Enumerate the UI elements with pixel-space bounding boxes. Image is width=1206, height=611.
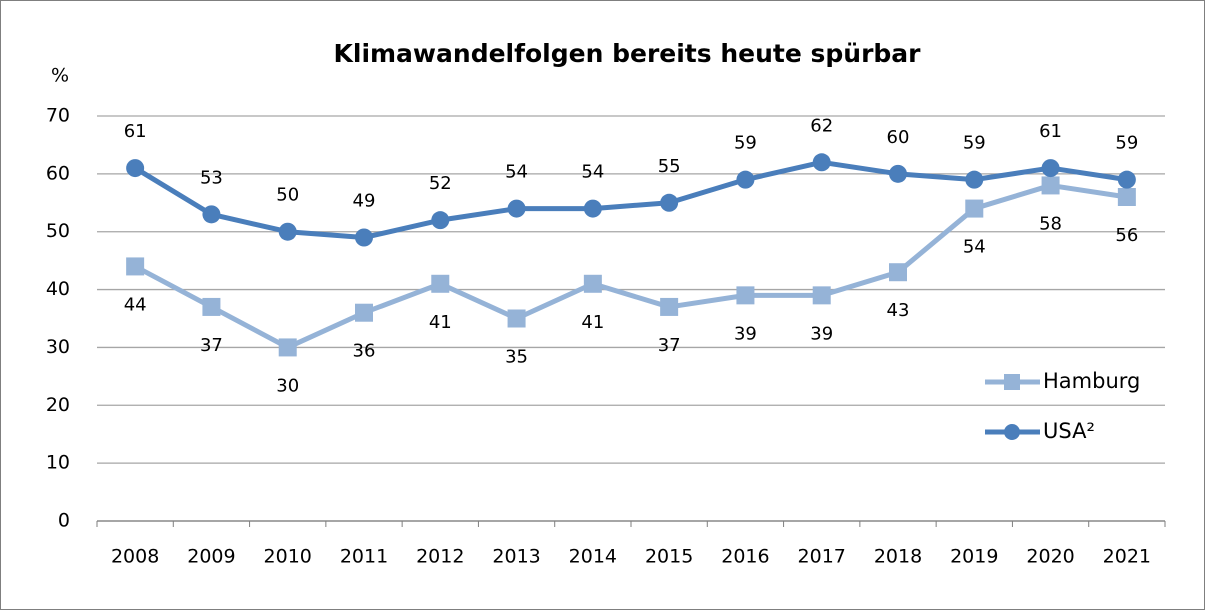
x-tick-label: 2019	[950, 546, 998, 568]
legend-marker	[1004, 374, 1020, 390]
data-point	[126, 159, 145, 178]
data-label: 39	[810, 323, 833, 344]
data-point	[736, 286, 755, 305]
data-label: 44	[124, 294, 147, 315]
data-label: 62	[810, 115, 833, 136]
x-tick-label: 2009	[187, 546, 235, 568]
data-point	[889, 263, 907, 282]
data-label: 59	[1115, 133, 1138, 154]
data-label: 41	[429, 312, 452, 333]
x-tick-label: 2021	[1103, 546, 1151, 568]
y-axis-label: %	[51, 65, 69, 87]
data-point	[431, 211, 450, 230]
data-label: 55	[658, 156, 681, 177]
data-point	[660, 193, 679, 212]
x-tick-label: 2013	[492, 546, 540, 568]
y-tick-label: 70	[46, 105, 70, 127]
x-tick-label: 2018	[874, 546, 922, 568]
data-label: 61	[1039, 121, 1062, 142]
data-label: 59	[734, 133, 757, 154]
y-tick-label: 0	[58, 510, 70, 532]
data-point	[355, 228, 373, 247]
data-point	[507, 309, 526, 328]
data-label: 53	[200, 167, 223, 188]
data-label: 61	[124, 121, 147, 142]
y-tick-label: 60	[46, 162, 70, 184]
data-point	[202, 205, 221, 224]
data-label: 54	[505, 162, 528, 183]
data-point	[1041, 176, 1060, 195]
y-tick-label: 30	[46, 336, 70, 358]
data-point	[812, 153, 831, 172]
x-tick-label: 2011	[340, 546, 388, 568]
data-point	[1041, 159, 1060, 178]
data-point	[583, 199, 602, 218]
series-line	[133, 159, 1128, 240]
x-tick-label: 2010	[264, 546, 312, 568]
data-point	[278, 222, 297, 241]
x-tick-label: 2014	[569, 546, 617, 568]
y-tick-label: 10	[46, 452, 70, 474]
data-point	[889, 164, 907, 183]
data-point	[1117, 170, 1136, 189]
data-point	[660, 297, 679, 316]
data-label: 41	[581, 312, 604, 333]
x-tick-label: 2016	[721, 546, 769, 568]
data-point	[507, 199, 526, 218]
y-tick-label: 20	[46, 394, 70, 416]
data-label: 49	[353, 191, 376, 212]
legend-marker	[1004, 424, 1020, 440]
x-tick-label: 2015	[645, 546, 693, 568]
data-label: 58	[1039, 213, 1062, 234]
data-point	[583, 274, 602, 293]
data-label: 59	[963, 133, 986, 154]
series-line	[133, 182, 1128, 350]
data-label: 39	[734, 323, 757, 344]
data-label: 35	[505, 347, 528, 368]
data-point	[965, 199, 984, 218]
data-label: 30	[276, 375, 299, 396]
data-label: 36	[353, 341, 376, 362]
x-tick-label: 2008	[111, 546, 159, 568]
data-label: 54	[581, 162, 604, 183]
chart-title: Klimawandelfolgen bereits heute spürbar	[334, 39, 922, 68]
data-point	[126, 257, 145, 276]
data-label: 37	[200, 335, 223, 356]
data-point	[965, 170, 984, 189]
data-point	[278, 338, 297, 357]
data-label: 52	[429, 173, 452, 194]
data-label: 54	[963, 237, 986, 258]
data-point	[431, 274, 450, 293]
data-point	[1117, 188, 1136, 206]
data-label: 56	[1115, 225, 1138, 246]
x-tick-label: 2017	[798, 546, 846, 568]
data-point	[812, 286, 831, 305]
data-point	[202, 297, 221, 316]
data-label: 37	[658, 335, 681, 356]
data-point	[355, 303, 373, 322]
y-tick-label: 50	[46, 220, 70, 242]
legend-label: Hamburg	[1043, 369, 1140, 393]
y-tick-label: 40	[46, 278, 70, 300]
data-label: 60	[887, 127, 910, 148]
legend-label: USA²	[1043, 419, 1095, 443]
data-point	[736, 170, 755, 189]
data-label: 50	[276, 185, 299, 206]
x-tick-label: 2012	[416, 546, 464, 568]
data-label: 43	[887, 300, 910, 321]
x-tick-label: 2020	[1026, 546, 1074, 568]
